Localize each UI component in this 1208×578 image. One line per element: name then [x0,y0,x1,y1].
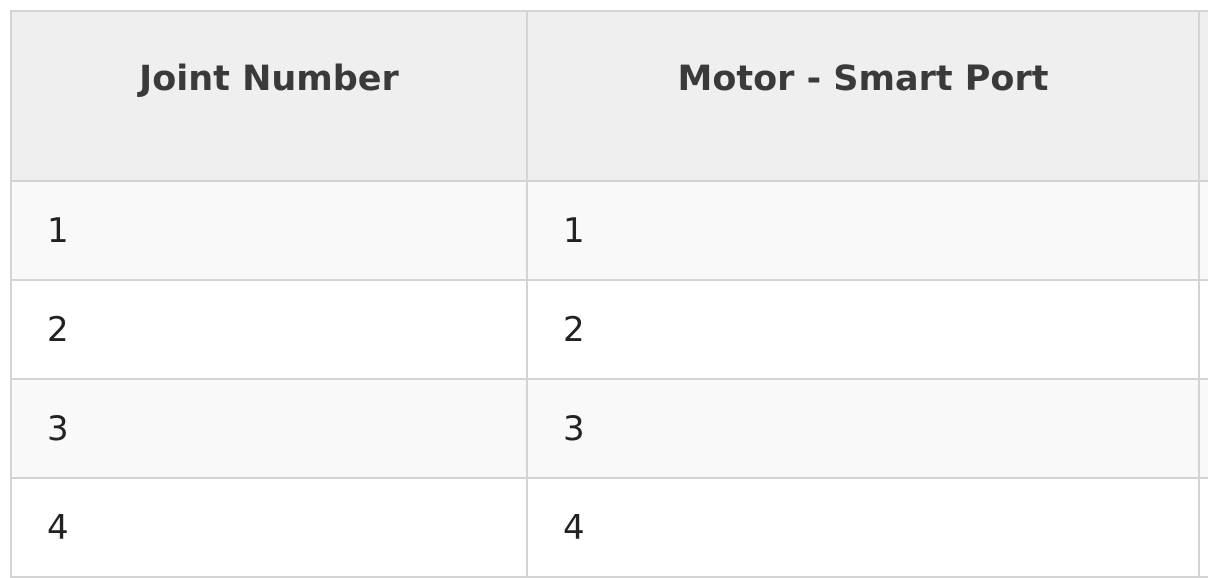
header-column-3 [1198,10,1208,182]
smart-port-cell: 1 [526,180,1200,281]
joint-number-cell: 1 [10,180,528,281]
column-3-cell [1198,378,1208,479]
joint-number-cell: 3 [10,378,528,479]
smart-port-cell: 3 [526,378,1200,479]
header-row: Joint Number Motor - Smart Port [10,10,1208,182]
smart-port-cell: 4 [526,477,1200,578]
column-3-cell [1198,279,1208,380]
table-row: 4 4 [10,477,1208,578]
table-row: 1 1 [10,180,1208,281]
column-3-cell [1198,477,1208,578]
header-joint-number: Joint Number [10,10,528,182]
table-row: 3 3 [10,378,1208,479]
joint-number-cell: 2 [10,279,528,380]
column-3-cell [1198,180,1208,281]
smart-port-cell: 2 [526,279,1200,380]
header-motor-smart-port: Motor - Smart Port [526,10,1200,182]
joint-motor-table: Joint Number Motor - Smart Port 1 1 2 2 … [10,10,1208,578]
table-row: 2 2 [10,279,1208,380]
joint-number-cell: 4 [10,477,528,578]
